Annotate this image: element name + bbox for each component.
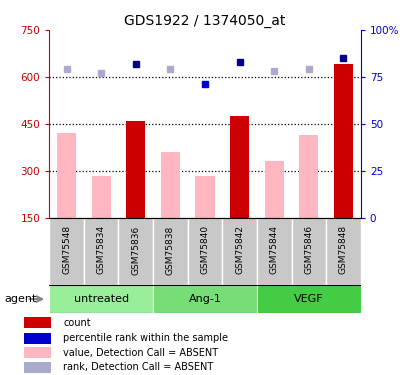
Bar	[153, 285, 256, 313]
Bar	[49, 285, 153, 313]
Bar	[91, 176, 110, 218]
Text: GSM75846: GSM75846	[303, 225, 312, 274]
Bar	[57, 133, 76, 218]
Text: VEGF: VEGF	[293, 294, 323, 304]
Bar	[24, 317, 52, 328]
Bar	[24, 362, 52, 373]
Bar	[160, 152, 180, 217]
Bar	[24, 333, 52, 344]
Bar	[24, 347, 52, 358]
Bar	[195, 176, 214, 218]
Bar	[153, 217, 187, 285]
Bar	[256, 285, 360, 313]
Text: value, Detection Call = ABSENT: value, Detection Call = ABSENT	[63, 348, 218, 358]
Bar	[187, 217, 222, 285]
Text: GSM75548: GSM75548	[62, 225, 71, 274]
Bar	[222, 217, 256, 285]
Text: agent: agent	[4, 294, 36, 304]
Text: GSM75836: GSM75836	[131, 225, 140, 274]
Text: percentile rank within the sample: percentile rank within the sample	[63, 333, 228, 344]
Text: GSM75848: GSM75848	[338, 225, 347, 274]
Bar	[49, 217, 83, 285]
Text: Ang-1: Ang-1	[188, 294, 221, 304]
Bar	[118, 217, 153, 285]
Text: untreated: untreated	[73, 294, 128, 304]
Title: GDS1922 / 1374050_at: GDS1922 / 1374050_at	[124, 13, 285, 28]
Text: GSM75842: GSM75842	[234, 225, 243, 274]
Text: count: count	[63, 318, 91, 328]
Bar	[299, 135, 318, 218]
Text: GSM75838: GSM75838	[166, 225, 175, 274]
Bar	[256, 217, 291, 285]
Text: rank, Detection Call = ABSENT: rank, Detection Call = ABSENT	[63, 362, 213, 372]
Text: GSM75844: GSM75844	[269, 225, 278, 274]
Bar	[229, 116, 249, 218]
Bar	[326, 217, 360, 285]
Bar	[83, 217, 118, 285]
Text: GSM75834: GSM75834	[97, 225, 106, 274]
Bar	[333, 64, 352, 218]
Bar	[126, 121, 145, 218]
Bar	[291, 217, 326, 285]
Text: GSM75840: GSM75840	[200, 225, 209, 274]
Bar	[264, 161, 283, 218]
